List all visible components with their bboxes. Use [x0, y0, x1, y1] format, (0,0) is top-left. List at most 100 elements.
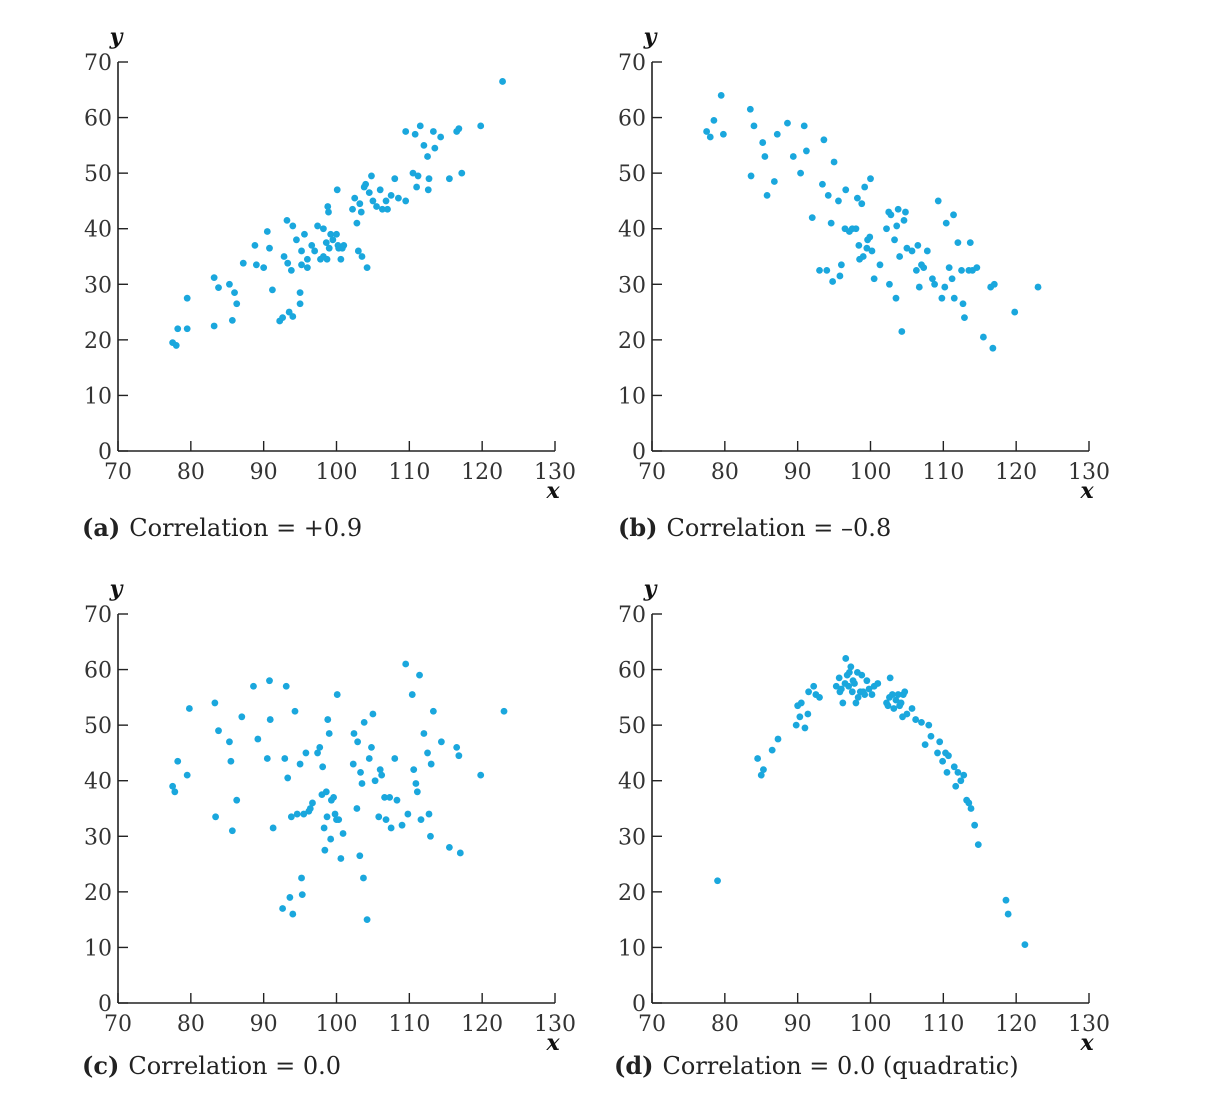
- data-point: [858, 671, 866, 679]
- data-point: [356, 200, 364, 208]
- data-point: [410, 766, 418, 773]
- data-point: [823, 266, 831, 274]
- data-point: [886, 280, 893, 288]
- data-point: [325, 244, 333, 252]
- data-point: [174, 325, 182, 333]
- data-point: [185, 705, 193, 712]
- x-tick-label: 80: [177, 460, 205, 485]
- data-point: [773, 130, 781, 138]
- data-point: [228, 827, 236, 835]
- data-point: [959, 300, 967, 308]
- data-point: [961, 314, 968, 322]
- data-point: [183, 294, 191, 302]
- data-point: [384, 205, 391, 213]
- data-point: [954, 768, 962, 776]
- data-point: [424, 749, 431, 757]
- data-point: [351, 194, 359, 202]
- data-point: [427, 760, 435, 768]
- data-point: [371, 777, 379, 785]
- data-point: [950, 294, 958, 302]
- data-point: [289, 910, 297, 918]
- data-point: [820, 136, 828, 144]
- x-tick-label: 90: [784, 460, 812, 485]
- y-tick-label: 50: [84, 162, 112, 187]
- x-axis-title: x: [1079, 1030, 1094, 1056]
- y-axis-title: y: [643, 24, 659, 50]
- data-point: [416, 671, 423, 679]
- data-point: [903, 710, 911, 718]
- data-point: [954, 239, 962, 247]
- data-point: [754, 755, 762, 762]
- data-point: [803, 147, 810, 155]
- data-point: [169, 782, 177, 790]
- data-point: [303, 264, 311, 272]
- data-point: [296, 760, 304, 768]
- data-point: [298, 891, 306, 899]
- data-point: [408, 691, 416, 698]
- data-point: [887, 211, 895, 219]
- data-point: [883, 225, 890, 233]
- data-point: [1034, 283, 1042, 291]
- scatter-panel: 0 10 20 30 40 50 60 70 70 80 90 100 110 120 130 y x (d) Co…: [614, 576, 1110, 1080]
- data-point: [287, 813, 295, 821]
- data-point: [260, 264, 268, 272]
- x-tick-label: 120: [995, 460, 1037, 485]
- data-point: [915, 283, 923, 291]
- x-tick-label: 130: [534, 460, 576, 485]
- data-point: [398, 821, 406, 829]
- data-point: [939, 757, 947, 765]
- data-point: [437, 133, 445, 141]
- y-tick-label: 70: [84, 603, 112, 628]
- data-point: [358, 253, 366, 260]
- data-point: [923, 247, 931, 255]
- data-point: [266, 677, 273, 685]
- data-point: [477, 771, 485, 779]
- data-point: [412, 780, 420, 787]
- data-point: [884, 702, 892, 710]
- x-tick-label: 110: [388, 1012, 430, 1037]
- x-tick-label: 90: [784, 1012, 812, 1037]
- data-point: [263, 228, 271, 235]
- data-point: [325, 208, 332, 216]
- data-point: [293, 236, 300, 244]
- data-point: [424, 153, 431, 160]
- data-point: [378, 205, 386, 213]
- data-point: [867, 175, 874, 183]
- data-point: [296, 289, 304, 297]
- data-point: [298, 247, 305, 255]
- data-point: [320, 824, 328, 832]
- data-point: [876, 261, 884, 269]
- data-point: [252, 261, 260, 269]
- data-point: [819, 180, 826, 188]
- data-point: [289, 222, 297, 230]
- data-point: [420, 730, 428, 737]
- data-point: [929, 275, 936, 283]
- data-point: [263, 755, 271, 762]
- data-point: [354, 738, 362, 746]
- caption-text: Correlation = 0.0: [128, 1052, 341, 1080]
- data-point: [335, 816, 343, 824]
- data-point: [979, 333, 987, 341]
- data-point: [319, 763, 327, 771]
- data-point: [861, 691, 869, 698]
- data-point: [865, 685, 873, 693]
- y-tick-label: 50: [618, 714, 646, 739]
- data-point: [183, 325, 191, 333]
- data-point: [719, 130, 727, 138]
- x-tick-label: 90: [250, 1012, 278, 1037]
- data-point: [797, 169, 804, 177]
- data-point: [280, 253, 288, 260]
- data-point: [323, 813, 331, 821]
- y-tick-label: 50: [618, 162, 646, 187]
- data-point: [376, 766, 384, 773]
- data-point: [914, 241, 922, 249]
- data-point: [333, 186, 341, 194]
- data-point: [912, 266, 920, 274]
- data-point: [337, 255, 345, 263]
- data-point: [387, 824, 395, 832]
- data-point: [269, 286, 276, 294]
- data-point: [960, 771, 968, 779]
- data-point: [414, 172, 422, 180]
- data-point: [308, 241, 316, 249]
- data-point: [413, 788, 421, 796]
